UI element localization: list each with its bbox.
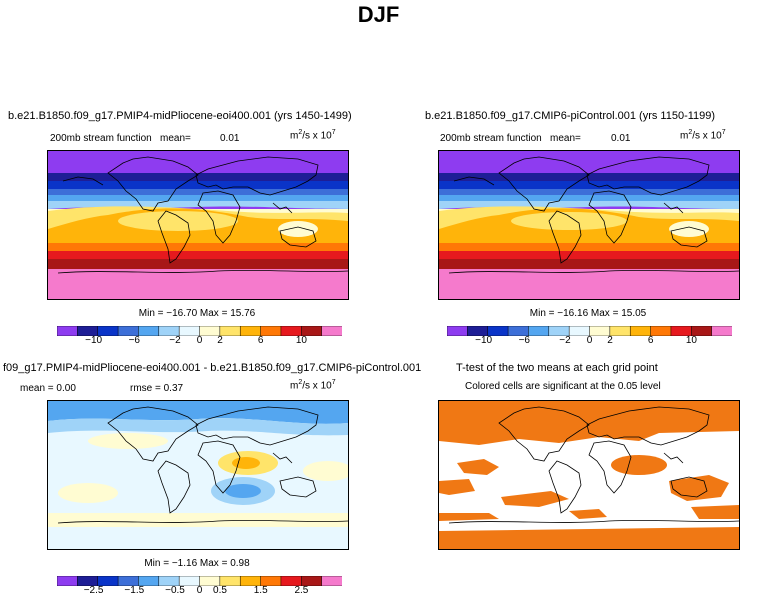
panel2-colorbar xyxy=(446,323,733,337)
panel3-cb-tick: −0.5 xyxy=(165,585,185,596)
panel2-field xyxy=(439,151,739,299)
panel1-cb-tick: 0 xyxy=(196,335,203,346)
panel1-cb-tick: 2 xyxy=(217,335,223,346)
panel3-title: f09_g17.PMIP4-midPliocene-eoi400.001 - b… xyxy=(3,362,422,374)
panel1-title: b.e21.B1850.f09_g17.PMIP4-midPliocene-eo… xyxy=(8,110,352,122)
panel1-cb-tick: −6 xyxy=(128,335,140,346)
panel3-colorbar-labels: −2.5 −1.5 −0.5 0 0.5 1.5 2.5 xyxy=(57,585,342,597)
panel2-mean-value: 0.01 xyxy=(611,133,631,144)
panel1-units: m2/s x 107 xyxy=(290,129,336,142)
panel3-colorbar-svg xyxy=(56,575,343,587)
panel2-cb-tick: −2 xyxy=(559,335,571,346)
panel1-cb-tick: 6 xyxy=(257,335,264,346)
panel2-cb-tick: 10 xyxy=(685,335,697,346)
panel2-cb-tick: 6 xyxy=(647,335,654,346)
panel3-cb-tick: 1.5 xyxy=(253,585,268,596)
panel3-field xyxy=(48,401,348,549)
panel2-colorbar-rects xyxy=(446,325,733,337)
panel3-cb-tick: 0 xyxy=(196,585,203,596)
panel3-cb-tick: −2.5 xyxy=(83,585,104,596)
panel2-title: b.e21.B1850.f09_g17.CMIP6-piControl.001 … xyxy=(425,110,716,122)
panel2-mean-label: mean= xyxy=(550,133,581,144)
panel3-rmse: rmse = 0.37 xyxy=(130,383,184,394)
panel3-map xyxy=(47,400,349,550)
panel2-cb-tick: 0 xyxy=(586,335,593,346)
panel1-cb-tick: −10 xyxy=(85,335,103,346)
panel3-colorbar xyxy=(56,573,343,587)
panel1-minmax: Min = −16.70 Max = 15.76 xyxy=(138,308,256,319)
panel2-cb-tick: −10 xyxy=(475,335,493,346)
panel4-significance xyxy=(439,401,739,549)
panel2-minmax: Min = −16.16 Max = 15.05 xyxy=(529,308,647,319)
panel2-cb-tick: −6 xyxy=(518,335,530,346)
panel1-field xyxy=(48,151,348,299)
panel2-colorbar-labels: −10 −6 −2 0 2 6 10 xyxy=(447,335,732,347)
panel3-mean: mean = 0.00 xyxy=(20,383,76,394)
panel1-cb-tick: 10 xyxy=(295,335,307,346)
panel1-mean-label: mean= xyxy=(160,133,191,144)
panel3-minmax: Min = −1.16 Max = 0.98 xyxy=(144,558,250,569)
panel3-cb-tick: −1.5 xyxy=(124,585,145,596)
panel1-variable: 200mb stream function xyxy=(50,133,152,144)
panel3-cb-tick: 0.5 xyxy=(213,585,227,596)
panel3-cb-tick: 2.5 xyxy=(294,585,309,596)
panel2-variable: 200mb stream function xyxy=(440,133,542,144)
panel2-map xyxy=(438,150,740,300)
panel2-cb-tick: 2 xyxy=(607,335,613,346)
panel3-colorbar-rects xyxy=(56,575,343,587)
figure-title: DJF xyxy=(357,2,400,27)
panel4-map xyxy=(438,400,740,550)
panel4-title: T-test of the two means at each grid poi… xyxy=(456,362,658,374)
panel2-colorbar-svg xyxy=(446,325,733,337)
panel1-map xyxy=(47,150,349,300)
panel1-colorbar-labels: −10 −6 −2 0 2 6 10 xyxy=(57,335,342,347)
panel1-mean-value: 0.01 xyxy=(220,133,240,144)
panel3-units: m2/s x 107 xyxy=(290,379,336,392)
panel2-units: m2/s x 107 xyxy=(680,129,726,142)
panel4-subtitle: Colored cells are significant at the 0.0… xyxy=(465,381,661,392)
panel1-colorbar xyxy=(56,323,343,337)
panel1-cb-tick: −2 xyxy=(169,335,181,346)
